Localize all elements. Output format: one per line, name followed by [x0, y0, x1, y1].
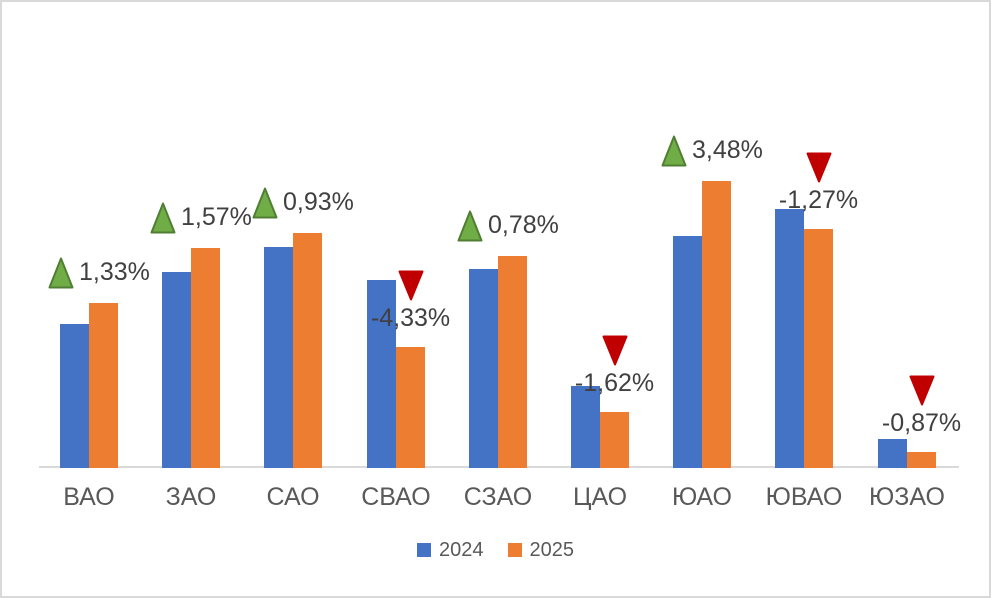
- annotation-label-ВАО: 1,33%: [79, 258, 150, 286]
- annotation-label-СЗАО: 0,78%: [488, 211, 559, 239]
- x-axis-label-ЦАО: ЦАО: [572, 483, 628, 511]
- x-axis-label-СВАО: СВАО: [361, 483, 431, 511]
- annotation-ЮЗАО: -0,87%: [881, 409, 962, 437]
- down-triangle-icon: [806, 152, 832, 183]
- x-axis-label-ЮАО: ЮАО: [672, 483, 732, 511]
- annotation-СВАО: -4,33%: [370, 304, 451, 332]
- down-triangle-icon: [909, 375, 935, 406]
- legend-label-2024: 2024: [439, 539, 484, 561]
- bar-2024-ЮЗАО: [878, 439, 907, 468]
- up-triangle-icon: [661, 135, 687, 166]
- x-axis-label-ЮВАО: ЮВАО: [765, 483, 843, 511]
- annotation-label-ЮАО: 3,48%: [692, 136, 763, 164]
- x-axis-label-ВАО: ВАО: [63, 483, 115, 511]
- bar-2025-ЮАО: [702, 181, 731, 468]
- legend: 2024 2025: [2, 540, 989, 560]
- bar-2025-ВАО: [89, 303, 118, 468]
- annotation-СЗАО: 0,78%: [457, 209, 559, 242]
- legend-swatch-2024: [417, 543, 431, 557]
- legend-label-2025: 2025: [529, 539, 575, 561]
- bar-2025-ЗАО: [191, 248, 220, 468]
- bar-2024-ЮВАО: [775, 209, 804, 468]
- x-axis-label-ЗАО: ЗАО: [165, 483, 217, 511]
- bar-2025-СЗАО: [498, 256, 527, 468]
- annotation-САО: 0,93%: [252, 186, 354, 219]
- legend-item-2025: 2025: [507, 539, 575, 561]
- bar-2025-СВАО: [396, 347, 425, 468]
- up-triangle-icon: [150, 202, 176, 233]
- bar-2025-ЦАО: [600, 412, 629, 468]
- x-axis-label-ЮЗАО: ЮЗАО: [869, 483, 945, 511]
- up-triangle-icon: [252, 187, 278, 218]
- x-axis-label-САО: САО: [266, 483, 320, 511]
- x-axis-label-СЗАО: СЗАО: [463, 483, 533, 511]
- bar-2024-САО: [264, 247, 293, 468]
- bar-2025-ЮЗАО: [907, 452, 936, 468]
- bar-2024-ЮАО: [673, 236, 702, 468]
- legend-item-2024: 2024: [417, 540, 484, 560]
- legend-swatch-2025: [507, 543, 522, 557]
- bar-2024-ВАО: [60, 324, 89, 468]
- bar-2025-ЮВАО: [804, 229, 833, 468]
- bar-2024-СВАО: [367, 280, 396, 468]
- annotation-label-САО: 0,93%: [283, 188, 354, 216]
- annotation-ЦАО: -1,62%: [574, 369, 655, 397]
- up-triangle-icon: [48, 257, 74, 288]
- annotation-ЮАО: 3,48%: [661, 134, 763, 167]
- bar-2024-ЦАО: [571, 386, 600, 468]
- annotation-ЗАО: 1,57%: [150, 201, 252, 234]
- down-triangle-icon: [398, 270, 424, 301]
- bar-2025-САО: [293, 233, 322, 468]
- down-triangle-icon: [602, 335, 628, 366]
- annotation-label-ЗАО: 1,57%: [181, 203, 252, 231]
- up-triangle-icon: [457, 210, 483, 241]
- bar-2024-ЗАО: [162, 272, 191, 468]
- bar-2024-СЗАО: [469, 269, 498, 468]
- annotation-ВАО: 1,33%: [48, 256, 150, 289]
- annotation-ЮВАО: -1,27%: [778, 186, 859, 214]
